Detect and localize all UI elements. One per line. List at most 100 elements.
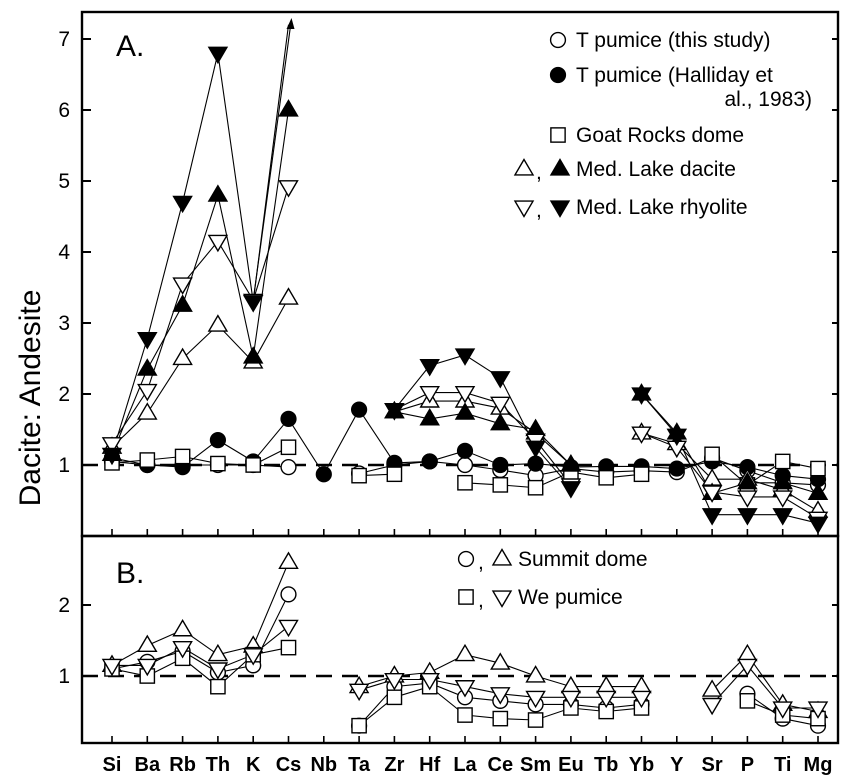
panel-b-frame xyxy=(80,534,840,745)
panel-b-point xyxy=(595,675,617,694)
panel-b-point xyxy=(278,551,299,569)
panel-a-series-line xyxy=(641,432,819,519)
panel-a-point xyxy=(207,234,229,253)
panel-b-point xyxy=(172,641,193,659)
legend-symbol-filled-circle xyxy=(549,66,567,84)
panel-b-ytick-label: 1 xyxy=(58,665,70,688)
x-category-label: Sm xyxy=(520,754,551,775)
legend-comma: , xyxy=(478,589,484,612)
panel-b-point xyxy=(490,687,511,705)
panel-a-point xyxy=(137,358,158,376)
panel-a-series-line xyxy=(393,354,572,489)
panel-b-series-line xyxy=(111,647,289,688)
panel-a-point xyxy=(207,46,229,65)
panel-a-point xyxy=(527,479,544,496)
panel-a-point xyxy=(631,426,652,444)
legend-symbol-open-square xyxy=(550,127,566,143)
panel-a-point xyxy=(280,459,297,476)
panel-b-point xyxy=(419,672,440,691)
legend-comma: , xyxy=(478,551,484,574)
panel-a-point xyxy=(242,295,264,313)
panel-b-point xyxy=(527,712,544,728)
panel-b-point xyxy=(737,658,758,677)
legend-symbol-open-triangle-up xyxy=(491,548,513,566)
panel-b-point xyxy=(207,662,229,680)
panel-a-point xyxy=(137,402,158,420)
legend-symbol-open-square xyxy=(458,589,474,605)
panel-b-point xyxy=(280,639,297,656)
panel-b-point xyxy=(457,707,473,723)
panel-b-point xyxy=(137,658,158,677)
panel-a-point xyxy=(704,446,720,463)
panel-a-series-line xyxy=(111,109,290,455)
panel-a-ytick-label: 1 xyxy=(58,454,70,477)
x-category-label: Nb xyxy=(310,754,337,775)
panel-a-point xyxy=(456,442,474,459)
panel-a-point xyxy=(810,460,826,477)
panel-a-ytick-label: 5 xyxy=(58,170,70,193)
panel-a-point xyxy=(701,485,723,503)
panel-b-point xyxy=(490,652,511,670)
legend-symbol-filled-triangle-down xyxy=(549,200,571,218)
legend-label: T pumice (this study) xyxy=(576,29,771,52)
legend-label: Med. Lake dacite xyxy=(576,158,736,181)
y-axis-label: Dacite: Andesite xyxy=(14,290,47,507)
panel-a-point xyxy=(560,481,582,499)
panel-b-point xyxy=(525,690,546,709)
legend-symbol-filled-triangle-up xyxy=(549,158,571,176)
panel-a-point xyxy=(454,385,476,404)
panel-a-point xyxy=(525,418,546,437)
panel-b-point xyxy=(631,675,652,694)
off-scale-arrow-head xyxy=(286,18,295,29)
panel-a-point xyxy=(525,440,546,459)
x-category-label: Th xyxy=(206,754,230,775)
legend-symbol-open-triangle-down xyxy=(491,590,513,608)
panel-b-point xyxy=(137,634,158,653)
legend-symbol-open-triangle-down xyxy=(513,200,535,218)
legend-symbol-open-triangle-up xyxy=(513,158,535,176)
panel-a-point xyxy=(172,294,193,312)
panel-a-point xyxy=(457,474,473,491)
panel-a-point xyxy=(419,359,440,377)
panel-b-point xyxy=(807,701,829,719)
panel-a-point xyxy=(737,508,758,526)
panel-a-point xyxy=(172,195,193,214)
panel-b-point xyxy=(772,701,793,719)
legend-comma: , xyxy=(536,161,542,184)
panel-a-series-line xyxy=(111,297,289,448)
panel-a-point xyxy=(807,482,829,500)
legend-label-line1: T pumice (Halliday et xyxy=(576,64,773,87)
panel-a-point xyxy=(456,456,474,474)
legend-symbol-open-circle xyxy=(457,550,475,568)
panel-a-point xyxy=(772,508,793,526)
panel-a-point xyxy=(454,348,476,366)
panel-a-point xyxy=(772,490,793,508)
panel-b-point xyxy=(737,643,758,662)
panel-a-point xyxy=(137,383,158,402)
panel-a-point xyxy=(701,508,723,526)
legend-comma: , xyxy=(536,199,542,222)
x-category-label: Ce xyxy=(488,754,514,775)
x-category-label: La xyxy=(453,754,477,775)
panel-a-point xyxy=(633,466,650,483)
panel-a-point xyxy=(386,466,403,483)
panel-a-point xyxy=(172,277,193,295)
panel-a-series-line xyxy=(464,471,642,489)
x-category-label: Zr xyxy=(384,754,404,775)
panel-b-label: B. xyxy=(116,557,144,590)
panel-a-ytick-label: 3 xyxy=(58,312,70,335)
panel-a-ytick-label: 4 xyxy=(58,241,70,264)
panel-a-point xyxy=(490,371,511,389)
panel-b-point xyxy=(101,658,123,677)
panel-a-point xyxy=(492,456,509,474)
panel-b-point xyxy=(739,693,756,709)
panel-a-point xyxy=(242,346,264,364)
panel-a-ytick-label: 6 xyxy=(58,99,70,122)
x-category-label: Ti xyxy=(774,754,791,775)
panel-a-point xyxy=(419,407,440,426)
panel-a-point xyxy=(350,401,368,418)
panel-a-point xyxy=(245,457,262,473)
panel-a-point xyxy=(207,184,229,202)
panel-b-point xyxy=(384,672,405,691)
panel-a-series-line xyxy=(111,186,290,445)
